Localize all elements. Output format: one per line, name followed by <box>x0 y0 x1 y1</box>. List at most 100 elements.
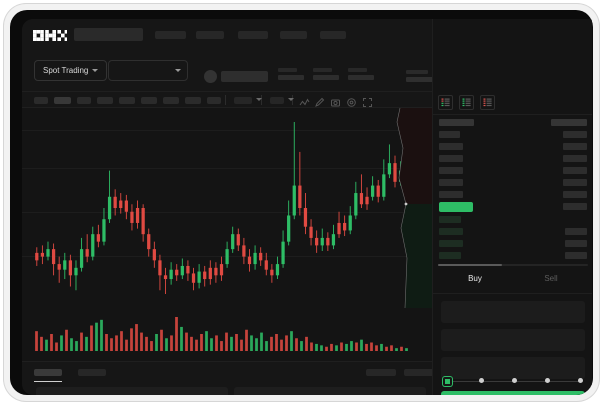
stat-value <box>406 77 439 82</box>
app-screen: Spot Trading <box>22 19 592 395</box>
order-price-field[interactable] <box>441 301 585 323</box>
orderbook-ask-row[interactable] <box>433 189 592 200</box>
bottom-tab-1[interactable] <box>34 369 62 376</box>
orderbook-mode-both-icon[interactable] <box>438 95 453 110</box>
timeframe-chip-9[interactable] <box>207 97 221 104</box>
chart-type-dropdown[interactable] <box>234 97 252 104</box>
ask-price <box>439 143 463 150</box>
orderbook-scrollbar[interactable] <box>438 264 502 266</box>
orderbook-mode-asks-icon[interactable] <box>480 95 495 110</box>
toolbar-divider <box>225 95 226 105</box>
nav-tab-3[interactable] <box>238 31 268 39</box>
orderbook-ask-row[interactable] <box>433 141 592 152</box>
bid-amount <box>565 240 587 247</box>
header-stat-1 <box>406 70 439 82</box>
ask-amount <box>563 155 587 162</box>
slider-step-100[interactable] <box>578 378 583 383</box>
stat-label <box>348 68 367 72</box>
percent-slider[interactable] <box>443 377 584 386</box>
nav-tab-1[interactable] <box>155 31 186 39</box>
orders-panel <box>22 361 434 395</box>
gridline-3 <box>22 212 432 213</box>
bid-price <box>439 216 461 223</box>
depth-profile-overlay <box>396 108 432 308</box>
ask-amount <box>563 143 587 150</box>
tab-sell[interactable]: Sell <box>544 274 558 283</box>
slider-step-75[interactable] <box>545 378 550 383</box>
fullscreen-icon[interactable] <box>362 95 373 107</box>
buy-sell-tabs: Buy Sell <box>433 271 592 291</box>
nav-tab-5[interactable] <box>320 31 346 39</box>
orderbook-header <box>433 117 592 128</box>
nav-tab-4[interactable] <box>280 31 307 39</box>
orderbook-bid-row[interactable] <box>433 238 592 249</box>
ask-amount <box>563 131 587 138</box>
timeframe-chip-7[interactable] <box>163 97 179 104</box>
ask-price <box>439 191 463 198</box>
orderbook-bid-row[interactable] <box>433 214 592 225</box>
timeframe-chip-4[interactable] <box>97 97 113 104</box>
timeframe-chip-5[interactable] <box>119 97 135 104</box>
sidebar-divider <box>433 114 592 115</box>
nav-tab-2[interactable] <box>196 31 224 39</box>
orderbook-header-right <box>551 119 587 126</box>
order-amount-field[interactable] <box>441 329 585 351</box>
bottom-field-left[interactable] <box>36 387 228 395</box>
trading-mode-dropdown[interactable]: Spot Trading <box>34 60 108 81</box>
bottom-tab-2[interactable] <box>78 369 106 376</box>
chevron-down-icon <box>256 98 262 101</box>
orderbook-ask-row[interactable] <box>433 165 592 176</box>
price-chart[interactable] <box>22 108 432 361</box>
device-frame: Spot Trading <box>4 4 599 401</box>
orderbook-bid-row[interactable] <box>433 250 592 261</box>
tab-buy[interactable]: Buy <box>468 274 482 283</box>
camera-snapshot-icon[interactable] <box>330 95 341 107</box>
volume-series <box>35 317 408 351</box>
orderbook-ask-row[interactable] <box>433 177 592 188</box>
indicator-dropdown[interactable] <box>270 97 284 104</box>
ask-price <box>439 131 460 138</box>
bottom-action-2[interactable] <box>404 369 434 376</box>
stat-label <box>278 68 297 72</box>
ask-price <box>439 155 463 162</box>
trading-pair-dropdown[interactable] <box>108 60 188 81</box>
slider-step-25[interactable] <box>479 378 484 383</box>
timeframe-chip-8[interactable] <box>185 97 201 104</box>
order-book[interactable] <box>433 117 592 259</box>
bottom-field-right[interactable] <box>234 387 426 395</box>
price-stat-3 <box>348 68 374 80</box>
submit-order-button[interactable] <box>441 391 585 395</box>
last-price-value <box>221 71 268 82</box>
okx-logo[interactable] <box>33 30 67 41</box>
bottom-action-1[interactable] <box>366 369 396 376</box>
slider-step-50[interactable] <box>512 378 517 383</box>
timeframe-chip-6[interactable] <box>141 97 157 104</box>
timeframe-chip-1[interactable] <box>34 97 48 104</box>
bid-amount <box>565 228 587 235</box>
timeframe-chip-3[interactable] <box>77 97 91 104</box>
stat-label <box>313 68 332 72</box>
pencil-draw-icon[interactable] <box>314 95 325 107</box>
orderbook-mode-bids-icon[interactable] <box>459 95 474 110</box>
orderbook-header-left <box>439 119 474 126</box>
slider-handle[interactable] <box>443 377 452 386</box>
chevron-down-icon <box>92 69 99 72</box>
order-total-field[interactable] <box>441 357 585 379</box>
line-chart-icon[interactable] <box>299 95 310 106</box>
timeframe-chip-2[interactable] <box>54 97 71 104</box>
stat-value <box>313 75 339 80</box>
current-price-highlight <box>439 202 473 212</box>
stat-value <box>278 75 304 80</box>
ask-price <box>439 179 463 186</box>
trade-sidebar: Buy Sell <box>432 19 592 395</box>
orderbook-bid-row[interactable] <box>433 226 592 237</box>
settings-gear-icon[interactable] <box>346 95 357 107</box>
current-price-amount <box>563 203 587 210</box>
orderbook-ask-row[interactable] <box>433 153 592 164</box>
search-input[interactable] <box>74 28 143 41</box>
ask-price <box>439 167 463 174</box>
orderbook-ask-row[interactable] <box>433 129 592 140</box>
orderbook-current-price <box>433 201 592 212</box>
chart-toolbar <box>22 91 432 108</box>
chevron-down-icon <box>175 69 181 72</box>
